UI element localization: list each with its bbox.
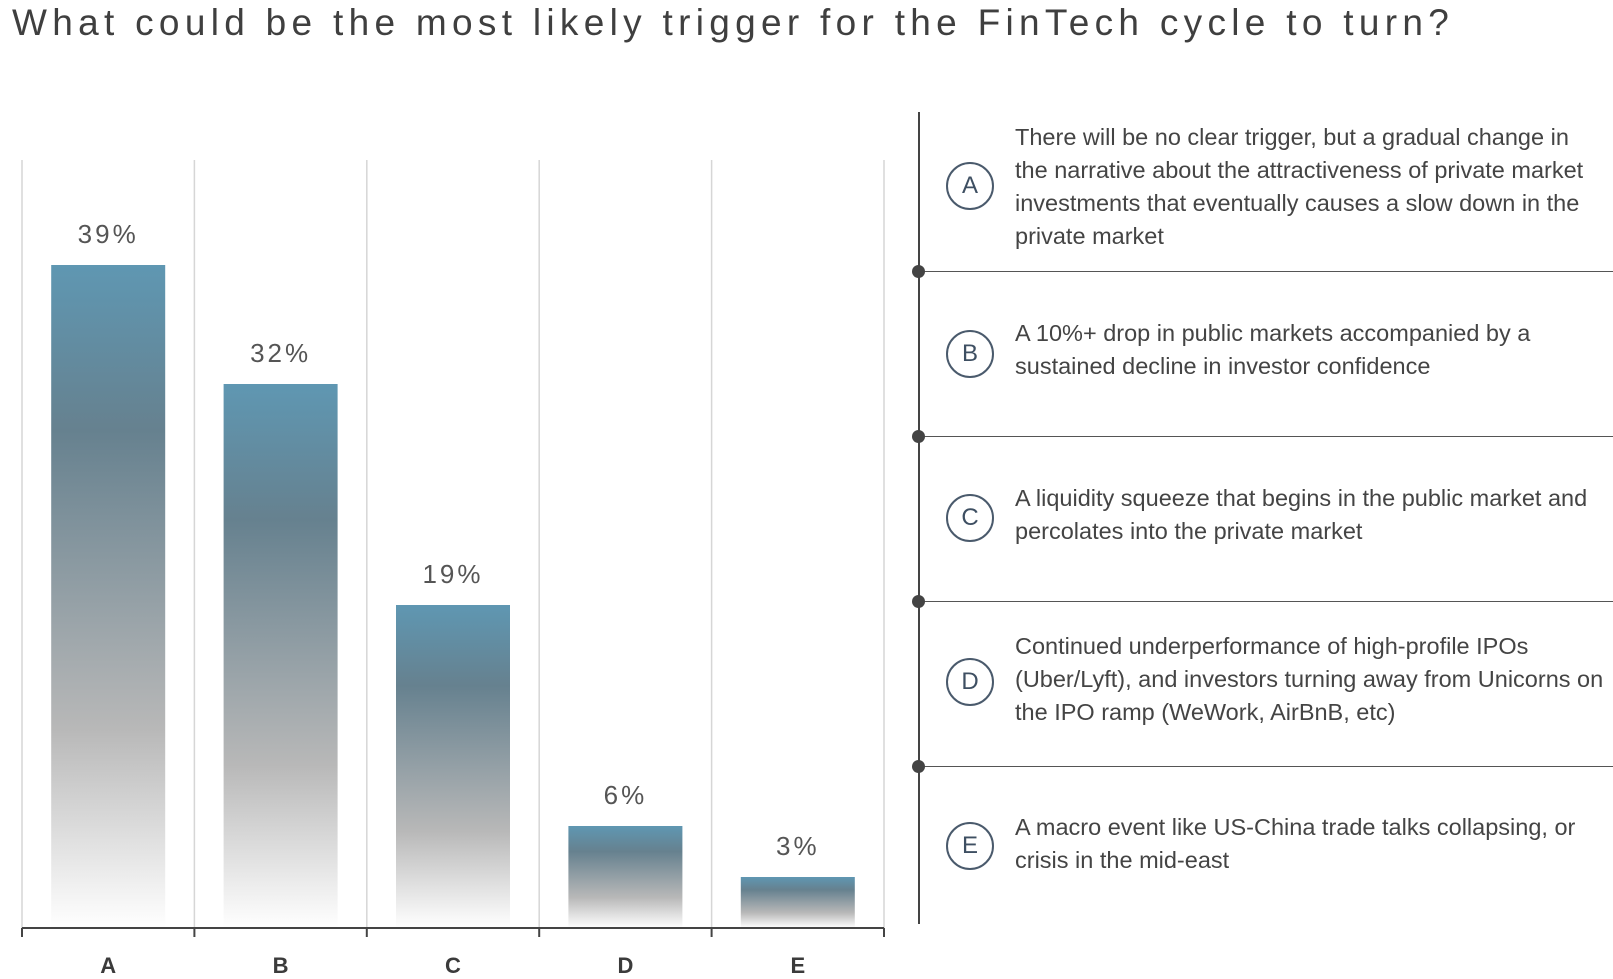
bar-c: [396, 605, 510, 928]
option-badge-d: D: [946, 658, 994, 706]
page-title: What could be the most likely trigger fo…: [12, 2, 1455, 43]
option-badge-e: E: [946, 822, 994, 870]
option-separator: [919, 271, 1613, 272]
bar-e: [740, 877, 855, 928]
category-label-e: E: [790, 953, 805, 978]
bar-a: [51, 265, 166, 928]
category-label-a: A: [100, 953, 116, 978]
option-row-d: D Continued underperformance of high-pro…: [912, 602, 1613, 773]
bar-d: [568, 826, 683, 928]
data-label-e: 3%: [776, 831, 820, 861]
category-label-d: D: [617, 953, 633, 978]
data-label-b: 32%: [250, 338, 311, 368]
option-badge-a: A: [946, 162, 994, 210]
option-text-b: A 10%+ drop in public markets accompanie…: [1015, 320, 1531, 379]
options-divider: [918, 112, 920, 924]
option-row-b: B A 10%+ drop in public markets accompan…: [912, 272, 1613, 443]
option-separator: [919, 601, 1613, 602]
option-row-c: C A liquidity squeeze that begins in the…: [912, 437, 1613, 608]
separator-dot: [912, 760, 925, 773]
separator-dot: [912, 430, 925, 443]
data-label-c: 19%: [422, 559, 483, 589]
option-text-c: A liquidity squeeze that begins in the p…: [1015, 485, 1588, 544]
option-row-e: E A macro event like US-China trade talk…: [919, 767, 1613, 924]
option-text-a: There will be no clear trigger, but a gr…: [1015, 124, 1584, 249]
data-label-a: 39%: [78, 219, 139, 249]
bar-b: [223, 384, 338, 928]
option-badge-c: C: [946, 494, 994, 542]
option-text-d: Continued underperformance of high-profi…: [1015, 633, 1604, 725]
separator-dot: [912, 595, 925, 608]
separator-dot: [912, 265, 925, 278]
option-row-a: A There will be no clear trigger, but a …: [912, 112, 1613, 278]
bar-chart: 39% A 32% B 19% C 6% D 3% E: [21, 160, 885, 978]
option-separator: [919, 766, 1613, 767]
option-text-e: A macro event like US-China trade talks …: [1015, 814, 1576, 873]
data-label-d: 6%: [604, 780, 648, 810]
option-badge-b: B: [946, 330, 994, 378]
category-label-c: C: [445, 953, 461, 978]
category-label-b: B: [273, 953, 289, 978]
option-separator: [919, 436, 1613, 437]
